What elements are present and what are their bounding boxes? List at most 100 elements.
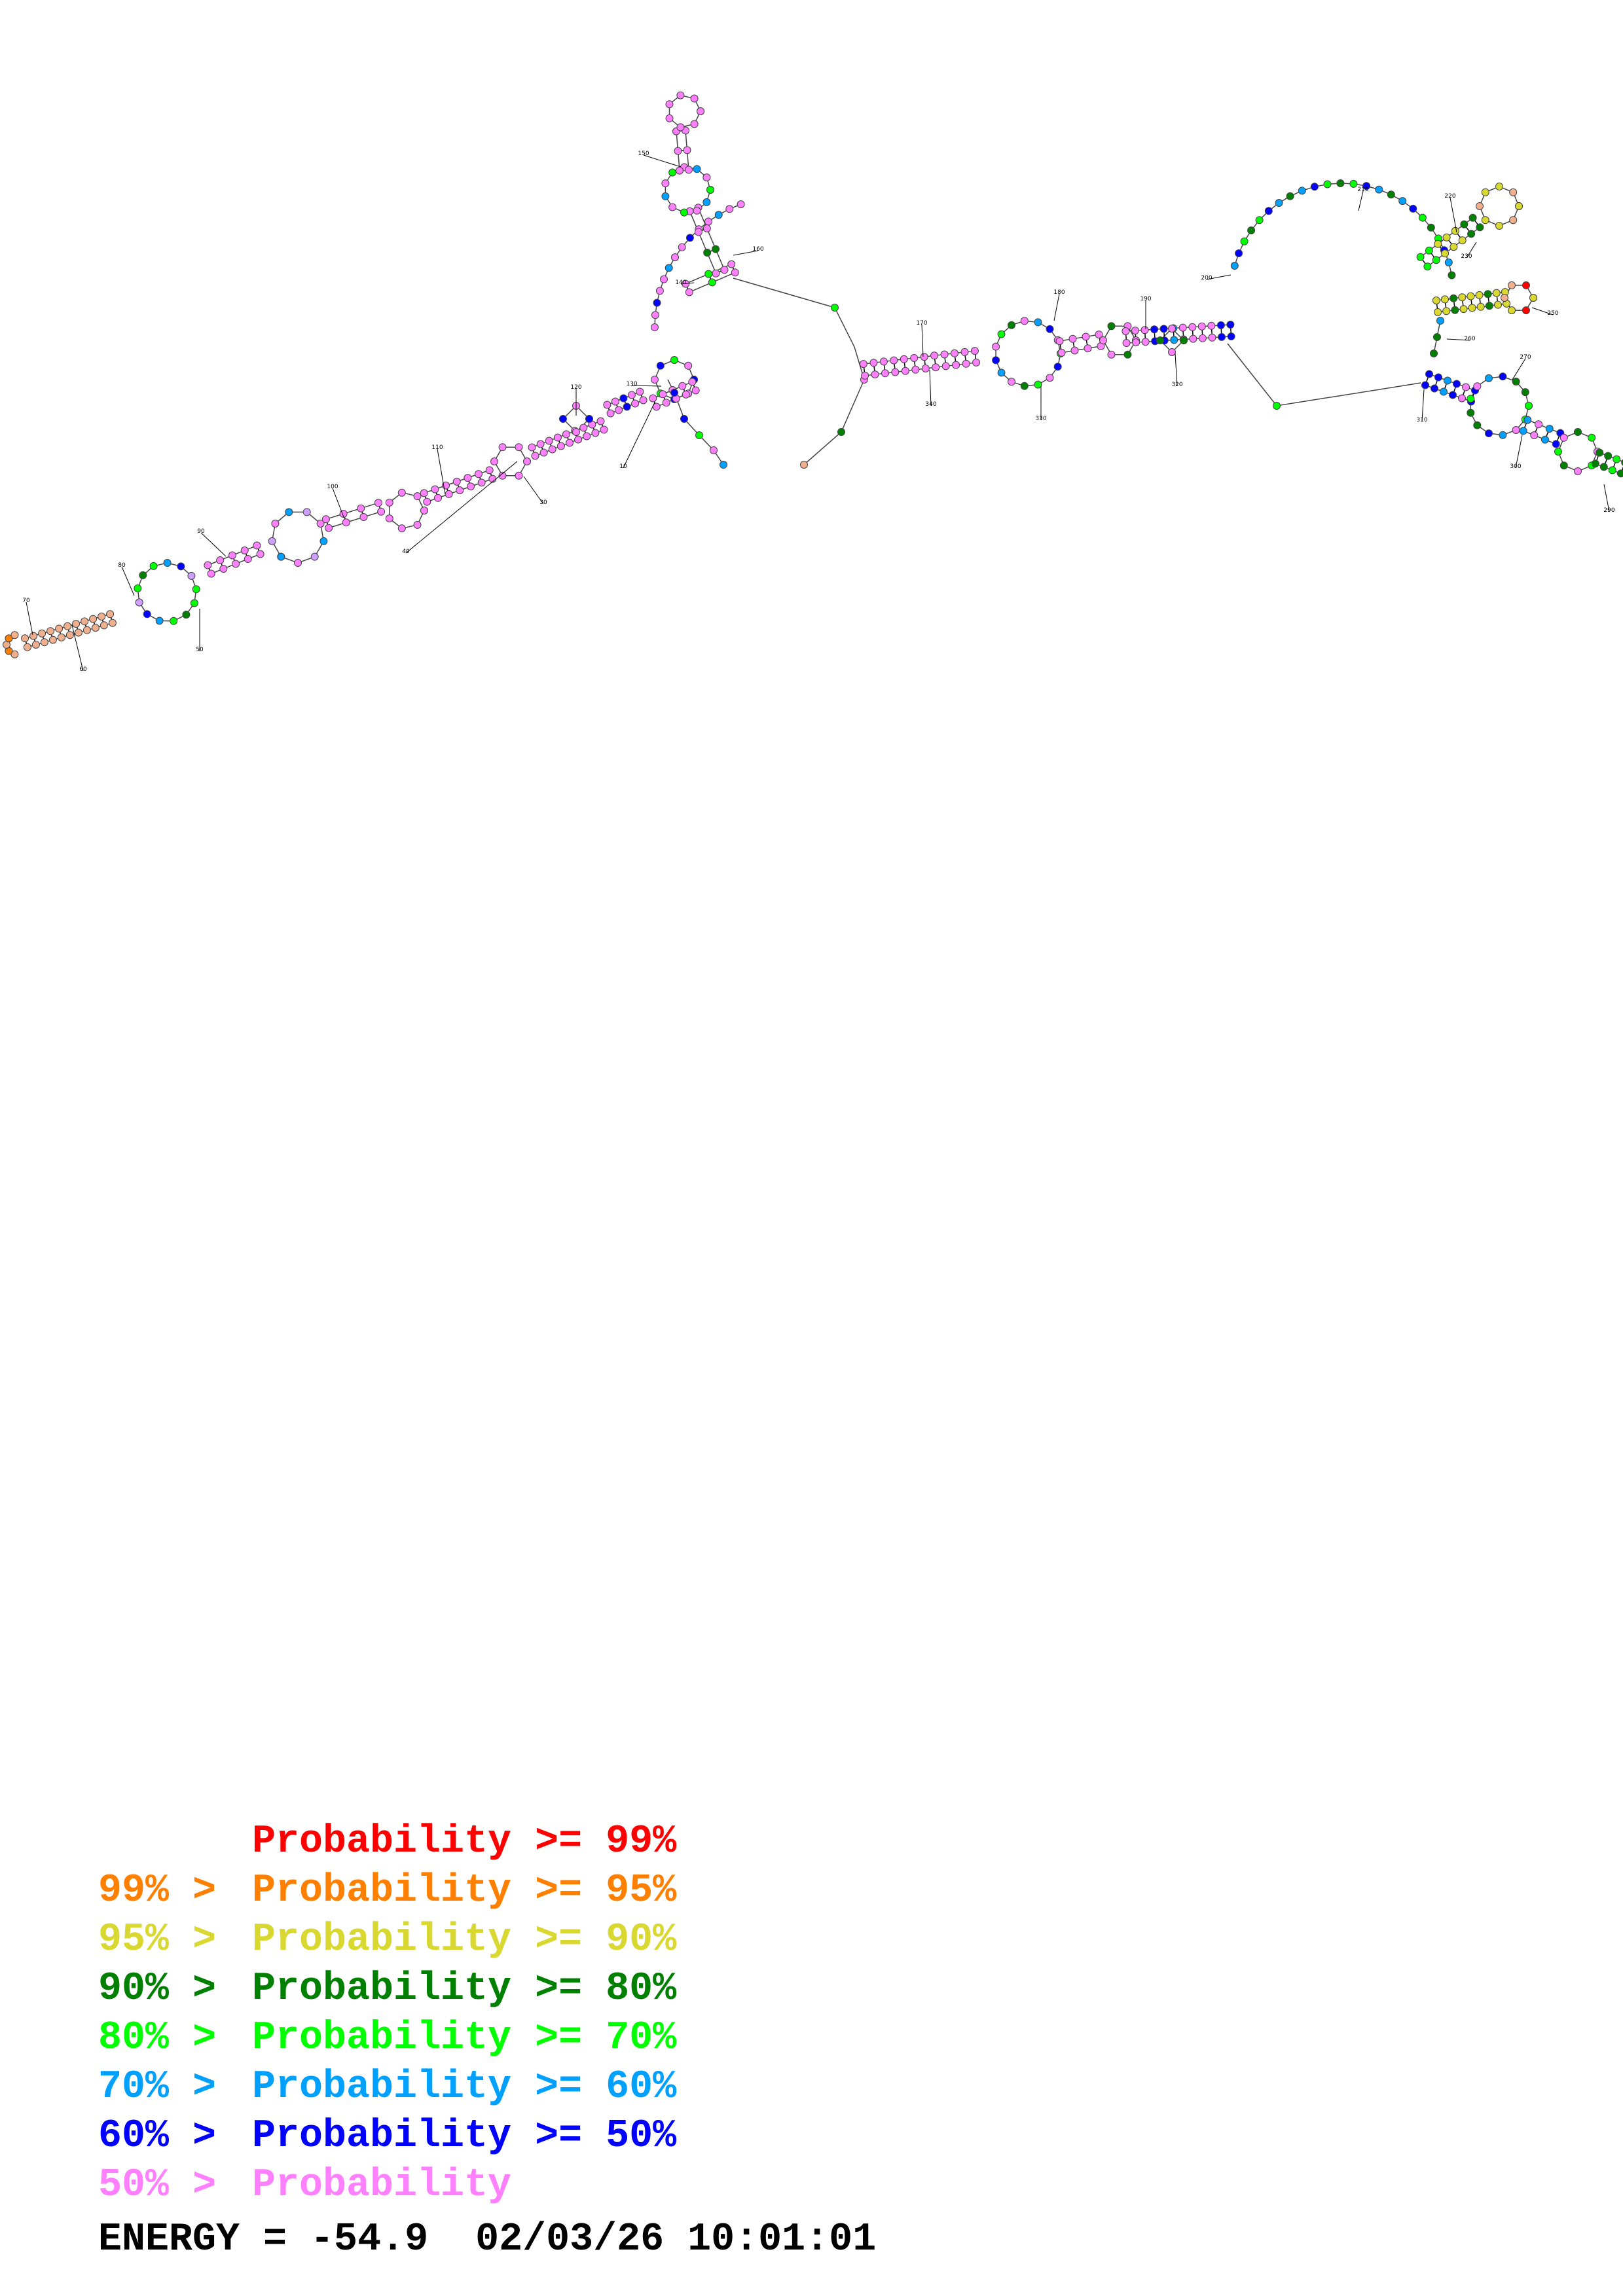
nucleotide [232,560,240,568]
nucleotide [192,585,200,594]
nucleotide [685,166,693,174]
nucleotide [690,120,699,128]
nucleotide [1621,459,1623,466]
nucleotide [1529,294,1537,302]
nucleotide [1421,381,1429,389]
position-tick [523,476,544,505]
legend-label: Probability >= 99% [252,1820,677,1864]
backbone-strand [325,502,379,520]
nucleotide [359,513,368,521]
nucleotide [268,537,276,545]
nucleotide [1522,306,1530,315]
nucleotide [467,482,475,491]
nucleotide [1525,402,1533,410]
nucleotide [155,617,164,625]
nucleotide [970,347,979,355]
nucleotide [1198,334,1207,342]
nucleotide [678,382,687,390]
position-tick [1512,358,1526,380]
legend-prefix: 99% > [98,1869,240,1913]
nucleotide [1495,222,1503,230]
position-label: 250 [1547,310,1558,317]
nucleotide [1197,322,1206,331]
nucleotide [319,537,328,545]
nucleotide [800,461,808,469]
nucleotide [40,638,48,647]
nucleotide [1476,302,1485,311]
position-tick [200,532,227,557]
nucleotide [911,365,920,374]
nucleotide [135,598,143,607]
position-label: 70 [22,598,30,604]
nucleotide [240,547,249,554]
nucleotides [3,91,1623,658]
nucleotide [606,409,615,418]
position-label: 270 [1520,354,1531,361]
position-label: 260 [1464,336,1475,342]
position-tick [1450,197,1457,233]
nucleotide [536,440,545,448]
nucleotide [559,415,567,423]
nucleotide [134,584,142,592]
nucleotide [837,428,845,436]
legend-row: 70% > Probability >= 60% [98,2063,676,2112]
nucleotide [1170,336,1178,344]
nucleotide [1264,207,1273,215]
nucleotide [1442,233,1451,242]
position-tick [1446,338,1470,341]
nucleotide [1453,380,1461,388]
nucleotide [1521,388,1529,397]
nucleotide [143,610,151,619]
position-tick [680,282,695,285]
nucleotide [962,359,970,368]
backbone-strand [1059,334,1099,342]
nucleotide [1499,431,1507,439]
nucleotide [1122,327,1130,335]
nucleotide [579,423,588,432]
nucleotide [1559,433,1568,442]
nucleotide [1574,428,1582,436]
nucleotide [651,323,659,331]
nucleotide [1430,350,1438,357]
nucleotide [619,394,628,403]
position-tick [733,250,759,256]
legend-label: Probability >= 95% [252,1869,677,1913]
nucleotide [244,555,252,563]
position-label: 200 [1201,275,1212,281]
nucleotide [1247,226,1256,234]
nucleotide [29,632,38,640]
nucleotide [659,390,667,399]
nucleotide [1434,240,1442,248]
nucleotide [653,298,661,307]
nucleotide [545,437,553,445]
nucleotide [139,571,147,579]
nucleotide [1495,183,1503,190]
nucleotide [665,100,674,109]
nucleotide [1449,391,1457,399]
nucleotide [452,477,461,486]
nucleotide [55,624,64,633]
backbone-strand [697,207,725,270]
nucleotide [420,507,428,514]
nucleotide [861,371,869,380]
nucleotide [1168,325,1176,332]
position-label: 100 [327,484,338,490]
nucleotide [1467,395,1475,403]
nucleotide [163,559,172,567]
nucleotide [74,628,82,637]
nucleotide [1485,429,1493,438]
nucleotide [932,363,940,372]
nucleotide [1255,216,1264,224]
nucleotide [720,461,727,469]
nucleotide [596,417,605,425]
nucleotide [566,439,574,447]
nucleotide [10,650,19,658]
nucleotide [1473,382,1482,391]
position-tick [1358,190,1364,211]
nucleotide [661,192,670,200]
nucleotide [10,631,19,639]
nucleotide [207,569,215,578]
nucleotide [1509,188,1518,196]
nucleotide [1530,431,1539,439]
nucleotide [1273,402,1281,410]
